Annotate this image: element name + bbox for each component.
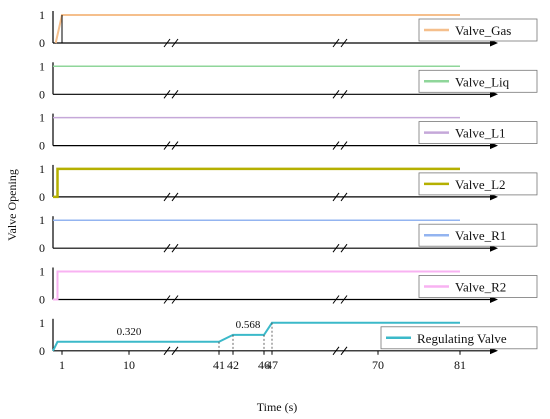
legend-box bbox=[418, 172, 538, 196]
x-tick-label: 10 bbox=[123, 358, 135, 372]
axis-break-mark bbox=[340, 38, 348, 48]
axis-break-mark bbox=[332, 243, 340, 253]
legend-label: Valve_R1 bbox=[455, 228, 506, 243]
legend-box bbox=[418, 223, 538, 247]
axis-break-mark bbox=[340, 90, 348, 99]
legend-label: Valve_R2 bbox=[455, 280, 506, 295]
x-tick-label: 70 bbox=[372, 358, 384, 372]
axis-break-mark bbox=[332, 38, 340, 48]
axis-break-mark bbox=[171, 192, 179, 202]
axis-break-mark bbox=[340, 141, 348, 150]
axis-break-mark bbox=[340, 295, 348, 304]
axis-break-mark bbox=[163, 141, 171, 150]
legend-box bbox=[418, 18, 538, 42]
series-line bbox=[53, 270, 460, 301]
axis-break-mark bbox=[171, 346, 179, 356]
axis-break-mark bbox=[163, 243, 171, 253]
axis-break-mark bbox=[332, 90, 340, 99]
y-tick-label: 0 bbox=[39, 241, 45, 255]
legend-label: Valve_Liq bbox=[455, 74, 510, 89]
legend-label: Valve_L2 bbox=[455, 177, 506, 192]
x-tick-label: 1 bbox=[59, 358, 65, 372]
axis-break-mark bbox=[163, 90, 171, 99]
data-label: 0.320 bbox=[117, 326, 142, 338]
axis-break-mark bbox=[332, 192, 340, 202]
data-label: 0.568 bbox=[236, 319, 261, 331]
y-axis-title: Valve Opening bbox=[5, 169, 19, 241]
series-line bbox=[54, 14, 460, 44]
axis-break-mark bbox=[340, 346, 348, 356]
legend-label: Valve_Gas bbox=[455, 23, 511, 38]
axis-break-mark bbox=[163, 346, 171, 356]
x-tick-label: 46 bbox=[258, 358, 270, 372]
y-tick-label: 1 bbox=[39, 162, 45, 176]
y-tick-label: 1 bbox=[39, 213, 45, 227]
axis-break-mark bbox=[163, 295, 171, 304]
axis-break-mark bbox=[171, 295, 179, 304]
axis-break-mark bbox=[171, 243, 179, 253]
axis-break-mark bbox=[340, 192, 348, 202]
x-tick-label: 47 bbox=[266, 358, 278, 372]
axis-break-mark bbox=[163, 192, 171, 202]
axis-break-mark bbox=[171, 141, 179, 150]
y-tick-label: 0 bbox=[39, 344, 45, 358]
legend-box bbox=[418, 121, 538, 144]
axis-break-mark bbox=[332, 295, 340, 304]
axis-break-mark bbox=[171, 90, 179, 99]
y-tick-label: 0 bbox=[39, 87, 45, 101]
y-tick-label: 1 bbox=[39, 8, 45, 22]
axis-break-mark bbox=[332, 346, 340, 356]
axis-break-mark bbox=[332, 141, 340, 150]
y-tick-label: 0 bbox=[39, 36, 45, 50]
axis-break-mark bbox=[171, 38, 179, 48]
y-tick-label: 1 bbox=[39, 111, 45, 125]
x-tick-label: 81 bbox=[454, 358, 466, 372]
legend-box bbox=[418, 69, 538, 93]
legend-label: Valve_L1 bbox=[455, 126, 506, 141]
axis-break-mark bbox=[340, 243, 348, 253]
legend-box bbox=[418, 275, 538, 298]
y-tick-label: 1 bbox=[39, 316, 45, 330]
x-tick-label: 41 bbox=[213, 358, 225, 372]
legend-box bbox=[380, 326, 538, 350]
axis-break-mark bbox=[163, 38, 171, 48]
x-axis-title: Time (s) bbox=[257, 400, 298, 414]
series-line bbox=[53, 167, 460, 199]
y-tick-label: 0 bbox=[39, 190, 45, 204]
x-tick-label: 42 bbox=[227, 358, 239, 372]
y-tick-label: 0 bbox=[39, 139, 45, 153]
y-tick-label: 1 bbox=[39, 59, 45, 73]
y-tick-label: 1 bbox=[39, 265, 45, 279]
legend-label: Regulating Valve bbox=[417, 331, 507, 346]
y-tick-label: 0 bbox=[39, 293, 45, 307]
